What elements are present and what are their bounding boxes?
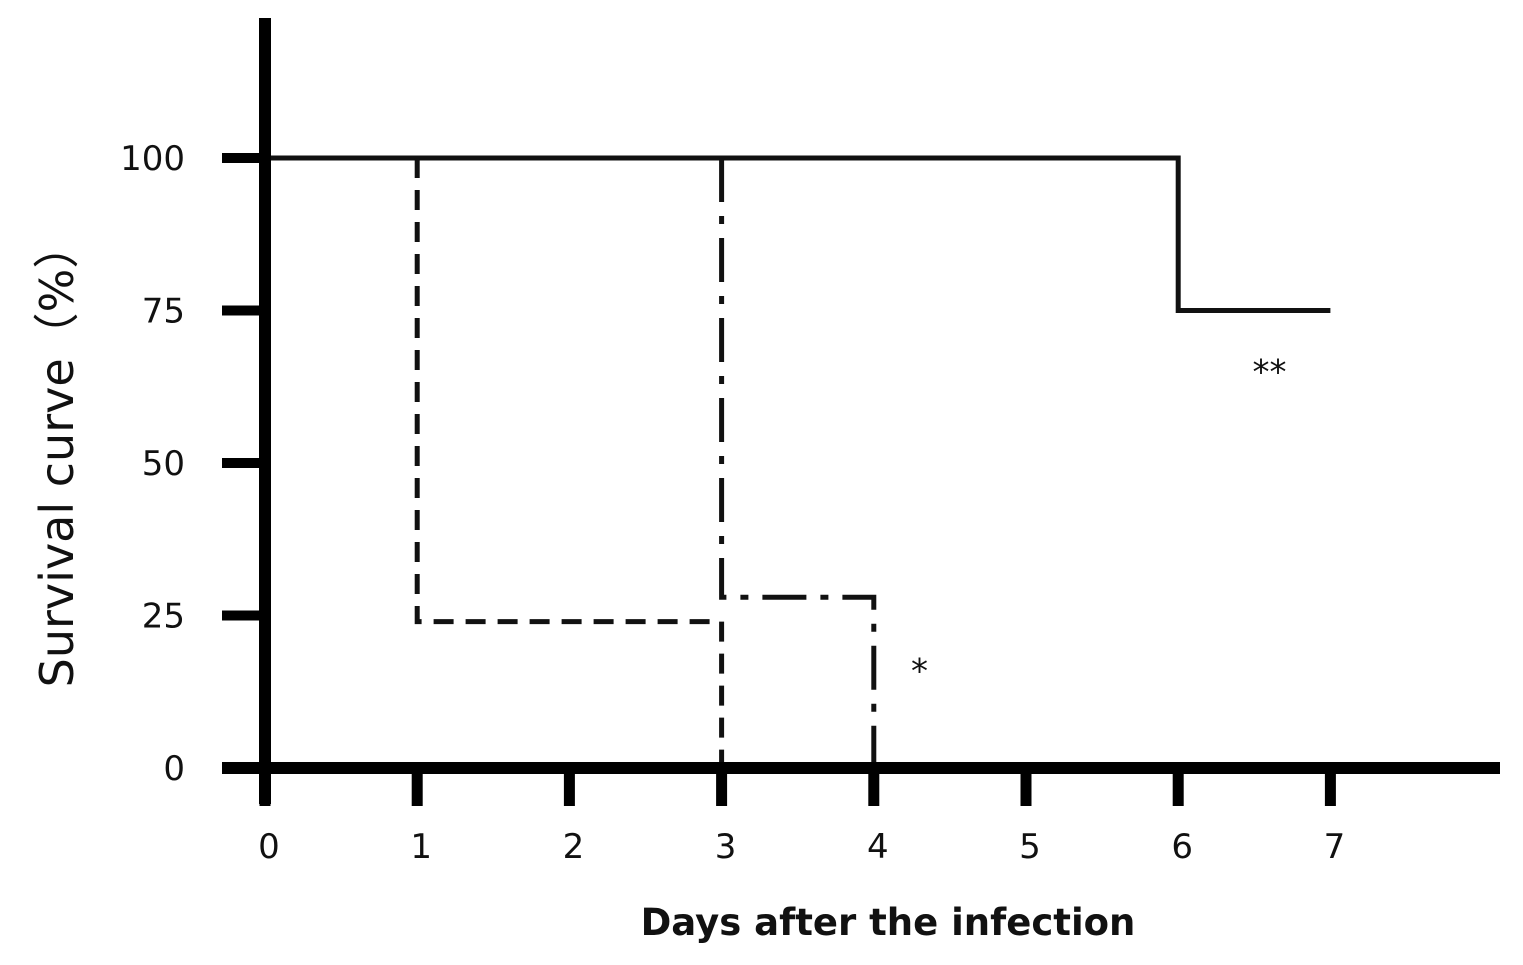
x-tick-label-1: 1	[410, 827, 432, 867]
x-tick-label-3: 3	[715, 827, 737, 867]
y-tick-label-25: 25	[142, 597, 185, 637]
series-line-dashed	[414, 158, 725, 768]
chart-labels: 0 25 50 75 100 0 1 2 3 4 5 6 7 Days after the infecti…	[30, 139, 1345, 944]
series-line-solid	[265, 155, 1331, 313]
chart-axes	[222, 18, 1500, 806]
x-tick-label-5: 5	[1019, 827, 1041, 867]
x-axis-title: Days after the infection	[641, 901, 1136, 944]
x-tick-label-7: 7	[1324, 827, 1346, 867]
y-tick-label-75: 75	[142, 292, 185, 332]
significance-annotation-1: *	[911, 652, 928, 692]
x-tick-label-4: 4	[867, 827, 889, 867]
series-line-dash-dot	[719, 158, 877, 768]
y-tick-label-50: 50	[142, 444, 185, 484]
significance-annotation-2: **	[1253, 353, 1287, 393]
x-tick-label-6: 6	[1171, 827, 1193, 867]
y-tick-label-100: 100	[120, 139, 185, 179]
y-tick-label-0: 0	[163, 749, 185, 789]
x-tick-label-2: 2	[563, 827, 585, 867]
y-axis-title: Survival curve（%）	[30, 223, 84, 688]
x-tick-label-0: 0	[258, 827, 280, 867]
chart-marks	[265, 155, 1331, 768]
